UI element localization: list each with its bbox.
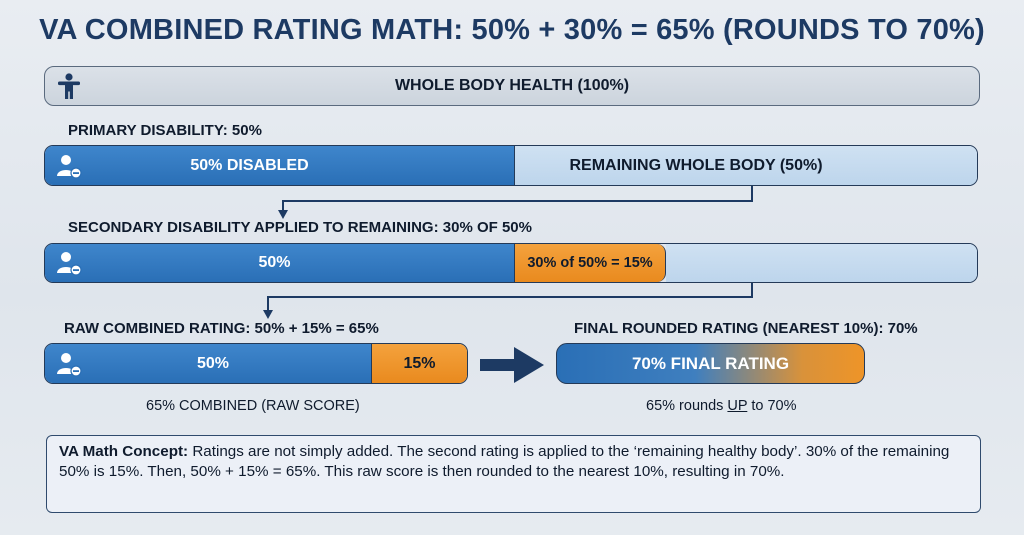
whole-body-label: WHOLE BODY HEALTH (100%) [394,77,630,94]
concept-text: Ratings are not simply added. The second… [59,443,950,480]
connector-secondary-to-raw [267,283,753,312]
final-caption: 65% rounds UP to 70% [646,398,796,414]
right-arrow-icon [478,345,546,385]
raw-heading: RAW COMBINED RATING: 50% + 15% = 65% [64,320,379,337]
secondary-applied-segment: 30% of 50% = 15% [514,244,666,282]
final-caption-post: to 70% [747,398,797,414]
final-bar-label: 70% FINAL RATING [631,353,790,373]
user-minus-icon [55,152,83,180]
secondary-heading: SECONDARY DISABILITY APPLIED TO REMAININ… [68,219,532,236]
user-minus-icon [55,350,83,378]
raw-primary-segment: 50% [45,344,371,383]
concept-box: VA Math Concept: Ratings are not simply … [46,435,981,513]
raw-added-segment: 15% [371,344,467,383]
final-heading: FINAL ROUNDED RATING (NEAREST 10%): 70% [574,320,918,337]
raw-caption: 65% COMBINED (RAW SCORE) [146,398,360,414]
final-rating-bar: 70% FINAL RATING [556,343,865,384]
secondary-bar: 50% 30% of 50% = 15% [44,243,978,283]
person-icon [55,72,83,100]
raw-added-label: 15% [403,354,436,372]
primary-remaining-segment: REMAINING WHOLE BODY (50%) [514,146,977,185]
primary-remaining-label: REMAINING WHOLE BODY (50%) [569,156,823,174]
whole-body-bar: WHOLE BODY HEALTH (100%) [44,66,980,106]
primary-bar: 50% DISABLED REMAINING WHOLE BODY (50%) [44,145,978,186]
final-caption-pre: 65% rounds [646,398,728,414]
page-title: VA COMBINED RATING MATH: 50% + 30% = 65%… [39,14,985,46]
secondary-applied-label: 30% of 50% = 15% [527,255,653,271]
user-minus-icon [55,249,83,277]
primary-heading: PRIMARY DISABILITY: 50% [68,122,262,139]
primary-disabled-segment: 50% DISABLED [45,146,514,185]
secondary-remaining-segment [666,244,977,282]
raw-primary-label: 50% [196,354,230,372]
secondary-primary-segment: 50% [45,244,514,282]
secondary-primary-label: 50% [258,254,291,271]
final-caption-up: UP [727,398,748,414]
raw-bar: 50% 15% [44,343,468,384]
connector-primary-to-secondary [282,186,753,212]
concept-title: VA Math Concept: [59,443,189,460]
primary-disabled-label: 50% DISABLED [190,156,309,174]
